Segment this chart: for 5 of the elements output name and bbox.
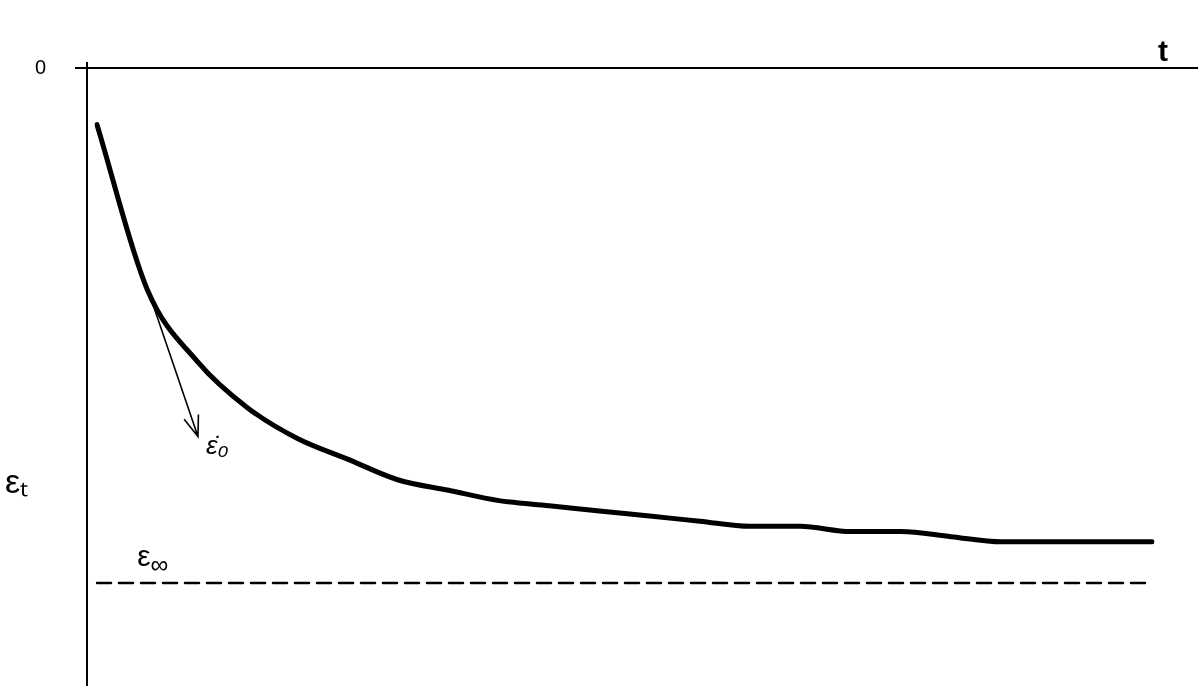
x-axis-title: t	[1158, 34, 1168, 67]
annotation: ε̇₀	[205, 430, 229, 461]
y-axis-title: εₜ	[5, 461, 29, 500]
text: 0	[35, 56, 47, 78]
series-label: ε$_{∞}$	[137, 539, 169, 578]
